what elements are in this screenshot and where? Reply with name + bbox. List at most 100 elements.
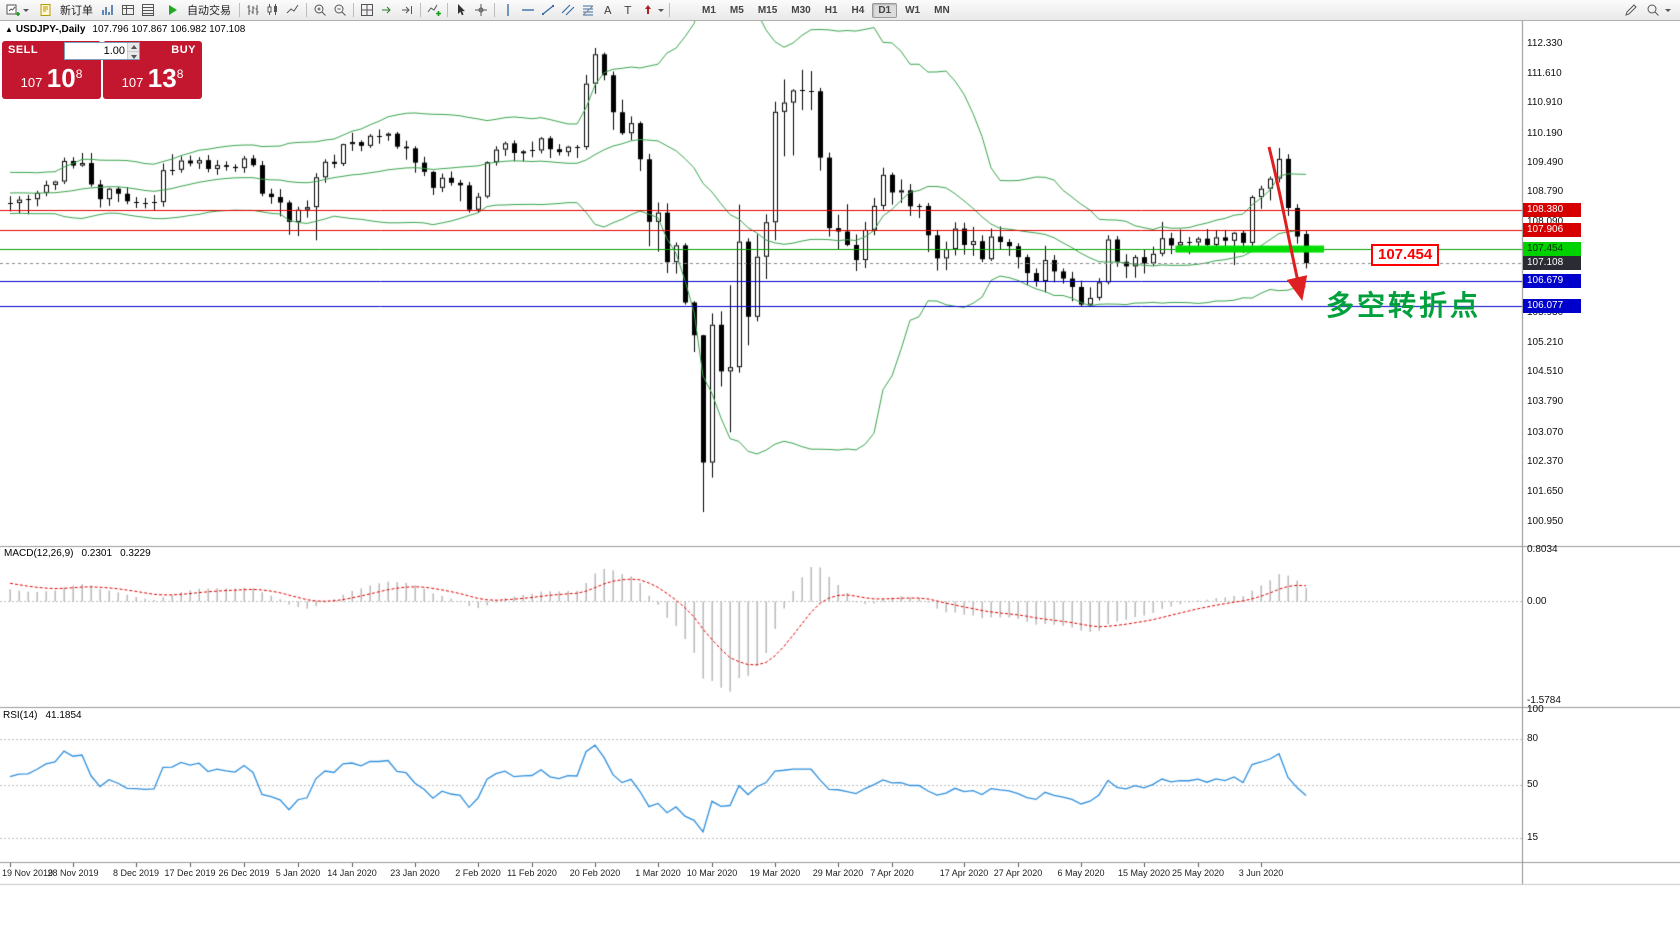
text-icon[interactable]: A bbox=[598, 2, 618, 18]
rsi-axis-tick: 80 bbox=[1527, 733, 1539, 745]
chevron-down-icon[interactable] bbox=[1665, 8, 1671, 12]
macd-name: MACD(12,26,9) bbox=[4, 548, 74, 559]
date-label: 2 Feb 2020 bbox=[455, 868, 501, 878]
edit-icon[interactable] bbox=[1621, 2, 1641, 18]
indicators-icon[interactable] bbox=[424, 2, 444, 18]
price-tick: 111.610 bbox=[1527, 68, 1562, 80]
svg-text:T: T bbox=[624, 4, 632, 17]
rsi-label: RSI(14) 41.1854 bbox=[3, 710, 82, 721]
price-tick: 105.210 bbox=[1527, 336, 1564, 348]
tf-button-h4[interactable]: H4 bbox=[851, 4, 865, 16]
tf-button-h1[interactable]: H1 bbox=[824, 4, 838, 16]
rsi-name: RSI(14) bbox=[3, 710, 38, 721]
symbol-title: ▲ USDJPY-,Daily 107.796 107.867 106.982 10… bbox=[5, 24, 245, 35]
tf-button-m15[interactable]: M15 bbox=[757, 4, 778, 16]
symbol-name: USDJPY-,Daily bbox=[15, 24, 86, 35]
date-label: 19 Nov 2019 bbox=[2, 868, 54, 878]
tf-button-mn[interactable]: MN bbox=[934, 4, 950, 16]
price-tick: 104.510 bbox=[1527, 366, 1564, 378]
horizontal-line-icon[interactable] bbox=[518, 2, 538, 18]
rsi-value: 41.1854 bbox=[45, 710, 82, 721]
new-order-label: 新订单 bbox=[60, 5, 93, 17]
trendline-icon[interactable] bbox=[538, 2, 558, 18]
text-label-icon[interactable]: T bbox=[618, 2, 638, 18]
tf-button-m30[interactable]: M30 bbox=[791, 4, 811, 16]
tile-windows-icon[interactable] bbox=[357, 2, 377, 18]
volume-input[interactable] bbox=[65, 43, 127, 59]
market-watch-icon[interactable] bbox=[118, 2, 138, 18]
date-label: 17 Apr 2020 bbox=[939, 868, 989, 878]
channel-icon[interactable] bbox=[558, 2, 578, 18]
fibonacci-icon[interactable] bbox=[578, 2, 598, 18]
rsi-axis-tick: 100 bbox=[1527, 704, 1544, 715]
timeframe-group: M1 M5 M15 M30 H1 H4 D1 W1 MN bbox=[695, 2, 957, 18]
line-chart-icon[interactable] bbox=[283, 2, 303, 18]
date-label: 29 Mar 2020 bbox=[812, 868, 864, 878]
sell-button[interactable]: SELL 107 108 bbox=[2, 41, 101, 99]
tf-button-m5[interactable]: M5 bbox=[729, 4, 744, 16]
autotrading-play-icon bbox=[163, 2, 183, 18]
ask-prefix: 107 bbox=[121, 75, 144, 90]
price-level-label: 108.380 bbox=[1523, 203, 1581, 217]
symbol-marker: ▲ bbox=[5, 25, 13, 34]
date-label: 14 Jan 2020 bbox=[327, 868, 377, 878]
chart-shift-icon[interactable] bbox=[397, 2, 417, 18]
date-label: 7 Apr 2020 bbox=[870, 868, 914, 878]
data-window-icon[interactable] bbox=[138, 2, 158, 18]
zoom-out-icon[interactable] bbox=[330, 2, 350, 18]
ask-price: 107 138 bbox=[103, 64, 202, 97]
tf-button-d1[interactable]: D1 bbox=[872, 2, 898, 18]
autotrading-button[interactable]: 自动交易 bbox=[158, 2, 236, 19]
search-icon[interactable] bbox=[1643, 2, 1663, 18]
date-label: 20 Feb 2020 bbox=[569, 868, 621, 878]
bar-chart-icon[interactable] bbox=[243, 2, 263, 18]
macd-axis-zero: 0.00 bbox=[1527, 595, 1547, 607]
one-click-trading-panel: SELL 107 108 BUY 107 138 bbox=[2, 41, 202, 99]
new-order-button[interactable]: 新订单 bbox=[31, 2, 98, 19]
autotrading-label: 自动交易 bbox=[187, 5, 231, 17]
new-chart-icon[interactable] bbox=[3, 2, 23, 18]
arrows-icon[interactable] bbox=[638, 2, 658, 18]
date-label: 6 May 2020 bbox=[1057, 868, 1105, 878]
date-label: 25 May 2020 bbox=[1171, 868, 1225, 878]
price-level-label: 106.679 bbox=[1523, 274, 1581, 288]
date-label: 15 May 2020 bbox=[1117, 868, 1171, 878]
price-tick: 109.490 bbox=[1527, 157, 1564, 169]
toolbar-separator bbox=[420, 3, 421, 17]
toolbar-right-group bbox=[1621, 2, 1677, 18]
price-callout[interactable]: 107.454 bbox=[1371, 244, 1440, 266]
date-label: 19 Mar 2020 bbox=[749, 868, 801, 878]
ask-big-digits: 13 bbox=[147, 63, 177, 93]
price-level-label: 107.906 bbox=[1523, 223, 1581, 237]
volume-box bbox=[64, 42, 140, 60]
price-tick: 110.190 bbox=[1527, 127, 1563, 139]
chevron-down-icon[interactable] bbox=[658, 8, 664, 12]
zoom-in-icon[interactable] bbox=[310, 2, 330, 18]
chevron-down-icon[interactable] bbox=[23, 8, 29, 12]
tf-button-m1[interactable]: M1 bbox=[702, 4, 716, 16]
buy-label: BUY bbox=[171, 44, 196, 56]
volume-decrease-button[interactable] bbox=[128, 51, 139, 59]
candlestick-chart-icon[interactable] bbox=[263, 2, 283, 18]
date-label: 11 Feb 2020 bbox=[507, 868, 557, 878]
crosshair-icon[interactable] bbox=[471, 2, 491, 18]
volume-spinner bbox=[127, 43, 139, 59]
chart-profiles-icon[interactable] bbox=[98, 2, 118, 18]
date-label: 27 Apr 2020 bbox=[993, 868, 1043, 878]
turning-point-annotation[interactable]: 多空转折点 bbox=[1326, 289, 1482, 322]
vertical-line-icon[interactable] bbox=[498, 2, 518, 18]
date-label: 1 Mar 2020 bbox=[635, 868, 681, 878]
auto-scroll-icon[interactable] bbox=[377, 2, 397, 18]
price-tick: 108.790 bbox=[1527, 186, 1564, 198]
tf-button-w1[interactable]: W1 bbox=[905, 4, 921, 16]
price-level-label: 106.077 bbox=[1523, 299, 1581, 313]
volume-increase-button[interactable] bbox=[128, 43, 139, 52]
rsi-axis-tick: 50 bbox=[1527, 779, 1539, 790]
bid-prefix: 107 bbox=[20, 75, 43, 90]
down-arrow-annotation[interactable] bbox=[1255, 135, 1327, 317]
price-tick: 110.910 bbox=[1527, 97, 1563, 109]
price-tick: 100.950 bbox=[1527, 515, 1564, 527]
cursor-icon[interactable] bbox=[451, 2, 471, 18]
